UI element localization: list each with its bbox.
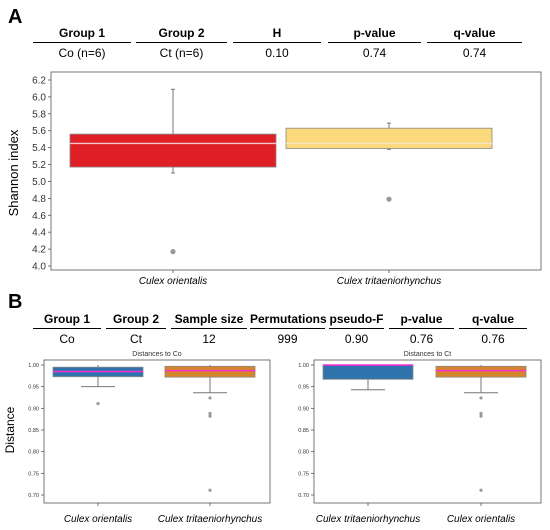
stats-a-col-1: Group 2 Ct (n=6) [136,24,227,61]
stats-b-value: Ct [130,332,142,346]
y-tick-label: 6.2 [32,76,46,87]
stats-b-value: 0.90 [344,332,369,346]
distance-boxplots: 0.70 0.75 0.80 0.85 0.90 0.95 1.00 Distance Dist… [3,351,542,525]
stats-b-col-3: Permutations 999 [250,310,327,347]
y-tick-label: 0.95 [298,385,309,391]
stats-a-value: 0.74 [362,46,387,60]
stats-b-header: pseudo-F [329,310,384,329]
box [164,365,256,378]
y-tick-label: 4.8 [32,194,46,205]
y-tick-label: 5.0 [32,177,46,188]
stats-b-value: 0.76 [481,332,505,346]
y-tick-label: 0.75 [28,471,39,477]
stats-a-header: H [233,24,321,43]
category-label: Culex tritaeniorhynchus [158,514,263,525]
stats-b-col-6: q-value 0.76 [459,310,527,347]
outlier-point [208,396,212,400]
y-tick-label: 0.70 [298,493,309,499]
category-label: Culex tritaeniorhynchus [337,276,442,287]
stats-b-header: q-value [459,310,527,329]
category-label: Culex tritaeniorhynchus [316,514,421,525]
y-tick-label: 4.2 [32,245,46,256]
stats-a-value: 0.74 [462,46,487,60]
stats-b-col-5: p-value 0.76 [389,310,454,347]
outlier-point [208,411,212,416]
stats-a-header: p-value [328,24,421,43]
panel-a-letter: A [8,6,23,28]
outlier-point [208,414,212,418]
y-tick-label: 0.75 [298,471,309,477]
stats-b-header: Group 1 [33,310,101,329]
outlier-point [479,396,483,400]
stats-b-col-4: pseudo-F 0.90 [329,310,384,347]
shannon-index-boxplot: 4.0 4.2 4.4 4.6 4.8 5.0 5.2 5.4 5.6 5.8 6.0 6.2 Shan… [6,71,542,287]
y-tick-label: 5.4 [32,143,46,154]
y-tick-label: 4.4 [32,228,46,239]
panel-b-letter: B [8,291,23,313]
stats-a-value: 0.10 [265,46,289,60]
y-tick-label: 0.70 [28,493,39,499]
stats-a-value: Co (n=6) [58,46,106,60]
y-tick-label: 5.2 [32,160,46,171]
y-tick-label: 0.95 [28,385,39,391]
stats-a-header: Group 1 [33,24,131,43]
stats-a-col-2: H 0.10 [233,24,321,61]
stats-b-col-0: Group 1 Co [33,310,101,347]
stats-a-col-0: Group 1 Co (n=6) [33,24,131,61]
stats-b-header: Sample size [171,310,247,329]
y-tick-label: 5.6 [32,126,46,137]
stats-a-value: Ct (n=6) [159,46,204,60]
y-tick-label: 4.6 [32,211,46,222]
outlier-point [208,488,212,492]
stats-b-header: p-value [389,310,454,329]
y-tick-label: 5.8 [32,109,46,120]
box [285,127,493,149]
category-label: Culex orientalis [139,276,207,287]
y-tick-label: 0.80 [298,450,309,456]
box [69,133,277,168]
chart-title: Distances to Ct [404,351,452,358]
y-tick-label: 0.90 [298,406,309,412]
stats-a-col-3: p-value 0.74 [328,24,421,61]
outlier-point [479,411,483,416]
stats-a-header: Group 2 [136,24,227,43]
stats-b-header: Permutations [250,310,327,329]
stats-b-header: Group 2 [106,310,166,329]
stats-b-col-2: Sample size 12 [171,310,247,347]
outlier-point [479,488,483,492]
outlier-point [479,414,483,418]
category-label: Culex orientalis [447,514,515,525]
category-label: Culex orientalis [64,514,132,525]
box [322,364,414,380]
outlier-point [96,401,100,406]
y-tick-label: 0.80 [28,450,39,456]
y-tick-label: 0.90 [28,406,39,412]
stats-b-value: Co [59,332,75,346]
plot-frame [313,359,542,504]
y-tick-label: 4.0 [32,262,46,273]
plot-frame [43,359,271,504]
plot-frame [50,71,542,271]
stats-b-value: 12 [202,332,216,346]
stats-a-col-4: q-value 0.74 [427,24,522,61]
outlier-point [386,196,392,202]
box [435,365,527,378]
stats-b-value: 999 [277,332,298,346]
y-tick-label: 0.85 [298,428,309,434]
y-tick-label: 1.00 [28,363,39,369]
y-tick-label: 1.00 [298,363,309,369]
chart-title: Distances to Co [132,351,182,358]
stats-a-header: q-value [427,24,522,43]
y-axis-label: Shannon index [6,129,21,216]
stats-b-col-1: Group 2 Ct [106,310,166,347]
outlier-point [170,249,176,255]
stats-b-value: 0.76 [409,332,434,346]
y-tick-label: 0.85 [28,428,39,434]
y-axis-label: Distance [3,406,17,453]
y-tick-label: 6.0 [32,92,46,103]
